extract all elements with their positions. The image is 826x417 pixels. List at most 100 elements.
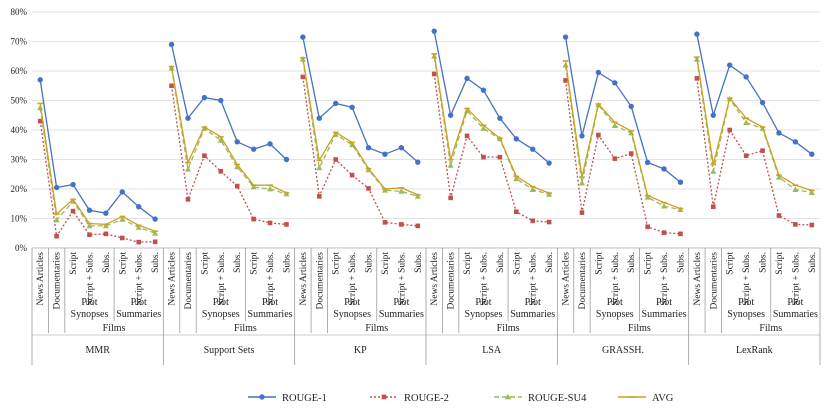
data-point-rouge-2 — [513, 209, 519, 215]
data-point-rouge-1 — [119, 189, 125, 195]
series-line-rouge-2 — [433, 73, 550, 223]
data-point-rouge-1 — [283, 156, 290, 163]
data-point-rouge-2 — [661, 230, 667, 235]
y-tick-label: 10% — [11, 214, 28, 224]
data-point-rouge-2 — [727, 127, 733, 133]
series-line-rouge-1 — [564, 36, 681, 183]
data-point-rouge-1 — [37, 77, 43, 83]
data-point-rouge-2 — [267, 220, 273, 226]
subcategory-label: Script — [69, 252, 79, 275]
series-line-rouge-2 — [170, 85, 287, 226]
data-point-rouge-2 — [497, 154, 503, 160]
subcategory-label: Script — [594, 252, 604, 275]
group-label: Plot — [656, 297, 672, 308]
data-point-rouge-1 — [497, 115, 503, 121]
data-point-rouge-su4 — [578, 179, 585, 186]
series-line-rouge-2 — [39, 121, 156, 243]
films-label: Films — [759, 323, 782, 334]
data-point-rouge-1 — [333, 100, 339, 107]
data-point-rouge-1 — [776, 130, 782, 136]
data-point-rouge-1 — [562, 34, 569, 40]
subcategory-label: Subs. — [496, 252, 506, 273]
group-label: Plot — [525, 297, 541, 308]
subcategory-label: Script — [775, 252, 785, 275]
group-label: Synopses — [71, 309, 109, 320]
legend-label-avg: AVG — [652, 393, 674, 404]
data-point-rouge-1 — [103, 210, 109, 216]
data-point-rouge-1 — [86, 207, 93, 213]
data-point-rouge-1 — [579, 133, 585, 139]
series-line-rouge-su4 — [696, 59, 812, 194]
data-point-rouge-1 — [530, 146, 536, 152]
group-label: Synopses — [333, 309, 371, 320]
data-point-rouge-1 — [415, 159, 421, 165]
data-point-rouge-2 — [185, 197, 191, 202]
subcategory-label: Script — [381, 252, 391, 275]
data-point-rouge-1 — [710, 112, 716, 118]
subcategory-label: Subs. — [545, 252, 555, 273]
data-point-rouge-1 — [53, 184, 60, 191]
data-point-rouge-su4 — [808, 189, 815, 195]
subcategory-label: Script — [250, 252, 260, 275]
data-point-rouge-2 — [596, 132, 601, 138]
data-point-rouge-1 — [694, 31, 700, 37]
films-label: Films — [103, 323, 126, 334]
data-point-rouge-1 — [185, 115, 191, 121]
data-point-rouge-1 — [365, 145, 372, 151]
data-point-rouge-su4 — [152, 230, 159, 236]
data-point-rouge-2 — [119, 235, 125, 241]
data-point-rouge-su4 — [234, 163, 241, 170]
subcategory-label: Subs. — [102, 252, 112, 273]
legend-marker-rouge-1 — [259, 394, 265, 400]
group-label: Plot — [475, 297, 491, 308]
group-label: Summaries — [773, 309, 818, 320]
category-label: News Articles — [430, 252, 440, 306]
y-tick-label: 20% — [11, 184, 28, 194]
data-point-rouge-1 — [398, 145, 405, 151]
data-point-rouge-1 — [628, 103, 634, 110]
data-point-rouge-su4 — [398, 188, 405, 194]
data-point-rouge-su4 — [611, 122, 618, 128]
group-label: Plot — [213, 297, 229, 308]
data-point-rouge-2 — [530, 218, 536, 224]
data-point-rouge-2 — [300, 74, 306, 80]
data-point-rouge-2 — [218, 169, 224, 174]
group-label: Plot — [131, 297, 147, 308]
data-point-rouge-1 — [431, 28, 437, 34]
y-tick-label: 30% — [11, 155, 28, 165]
subcategory-label: Script — [463, 252, 473, 275]
subcategory-label: Script — [118, 252, 128, 275]
series-line-avg — [39, 103, 156, 232]
data-point-rouge-su4 — [743, 119, 750, 126]
category-label: Documentaries — [578, 252, 588, 310]
films-label: Films — [497, 323, 520, 334]
category-label: News Articles — [562, 252, 572, 306]
data-point-rouge-1 — [168, 41, 175, 48]
group-label: Synopses — [202, 309, 240, 320]
subcategory-label: Script + Subs. — [611, 252, 621, 306]
data-point-rouge-2 — [136, 239, 142, 245]
group-label: Synopses — [727, 309, 765, 320]
data-point-rouge-2 — [448, 195, 453, 201]
data-point-rouge-2 — [169, 83, 174, 89]
subcategory-label: Script — [726, 252, 736, 275]
subcategory-label: Script + Subs. — [479, 252, 489, 306]
data-point-rouge-1 — [809, 151, 815, 157]
group-label: Plot — [607, 297, 623, 308]
subcategory-label: Subs. — [808, 252, 818, 273]
films-label: Films — [365, 323, 388, 334]
y-tick-label: 80% — [11, 7, 28, 17]
category-label: Documentaries — [315, 252, 325, 310]
data-point-rouge-su4 — [102, 222, 109, 229]
data-point-rouge-su4 — [86, 222, 93, 229]
series-line-rouge-2 — [302, 76, 418, 227]
data-point-rouge-1 — [612, 80, 618, 86]
data-point-rouge-su4 — [710, 168, 717, 174]
legend-marker-rouge-su4 — [505, 393, 511, 400]
category-label: Documentaries — [447, 252, 457, 310]
subcategory-label: Subs. — [151, 252, 161, 273]
data-point-rouge-su4 — [217, 137, 224, 143]
data-point-rouge-2 — [333, 157, 339, 162]
y-tick-label: 40% — [11, 125, 28, 135]
category-label: News Articles — [36, 252, 46, 306]
